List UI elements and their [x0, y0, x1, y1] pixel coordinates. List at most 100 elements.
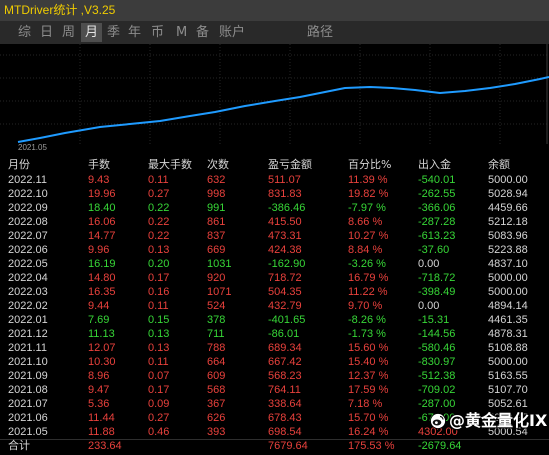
percent-cell: -3.26 % — [348, 258, 386, 270]
cashflow-cell: -398.49 — [418, 286, 456, 298]
header-cashflow[interactable]: 出入金 — [418, 158, 451, 171]
percent-cell: 15.70 % — [348, 412, 389, 424]
month-cell: 2022.01 — [8, 314, 48, 326]
cashflow-cell: -37.60 — [418, 244, 450, 256]
table-row[interactable]: 2022.01 7.69 0.15 378 -401.65 -8.26 % -15.31 44… — [0, 313, 549, 327]
tab-path[interactable]: 路径 — [307, 25, 334, 40]
table-row[interactable]: 2021.09 8.96 0.07 609 568.23 12.37 % -512.38 51… — [0, 369, 549, 383]
percent-cell: -1.73 % — [348, 328, 386, 340]
trade-count-cell: 991 — [207, 202, 226, 214]
tab-magic[interactable]: M — [176, 25, 188, 40]
trade-count-cell: 568 — [207, 384, 226, 396]
tab-summary[interactable]: 综 — [18, 25, 32, 40]
title-bar[interactable]: MTDriver统计 ,V3.25 — [0, 0, 549, 21]
total-label: 合计 — [8, 440, 30, 452]
equity-curve-chart — [0, 44, 549, 144]
table-row[interactable]: 2021.08 9.47 0.17 568 764.11 17.59 % -709.02 51… — [0, 383, 549, 397]
lots-cell: 16.06 — [88, 216, 116, 228]
tab-comment[interactable]: 备 — [196, 25, 210, 40]
header-max-lots[interactable]: 最大手数 — [148, 158, 192, 171]
tab-symbol[interactable]: 币 — [151, 25, 165, 40]
trade-count-cell: 669 — [207, 244, 226, 256]
cashflow-cell: 0.00 — [418, 300, 440, 312]
tab-account[interactable]: 账户 — [219, 25, 246, 40]
max-lots-cell: 0.27 — [148, 412, 170, 424]
header-lots[interactable]: 手数 — [88, 158, 110, 171]
month-cell: 2022.06 — [8, 244, 48, 256]
header-profit[interactable]: 盈亏金额 — [268, 158, 312, 171]
balance-cell: 4894.14 — [488, 300, 528, 312]
tab-yearly[interactable]: 年 — [128, 25, 142, 40]
total-profit: 7679.64 — [268, 440, 308, 452]
tab-daily[interactable]: 日 — [40, 25, 54, 40]
max-lots-cell: 0.11 — [148, 356, 169, 368]
table-row[interactable]: 2022.07 14.77 0.22 837 473.31 10.27 % -613.23 5… — [0, 229, 549, 243]
header-balance[interactable]: 余额 — [488, 158, 510, 171]
percent-cell: 19.82 % — [348, 188, 389, 200]
percent-cell: 15.40 % — [348, 356, 389, 368]
max-lots-cell: 0.13 — [148, 244, 170, 256]
header-month[interactable]: 月份 — [8, 158, 30, 171]
month-cell: 2021.09 — [8, 370, 48, 382]
table-row[interactable]: 2022.09 18.40 0.22 991 -386.46 -7.97 % -366.06… — [0, 201, 549, 215]
percent-cell: -8.26 % — [348, 314, 386, 326]
table-row[interactable]: 2022.04 14.80 0.17 920 718.72 16.79 % -718.72 5… — [0, 271, 549, 285]
percent-cell: 16.79 % — [348, 272, 389, 284]
balance-cell: 5212.18 — [488, 216, 528, 228]
table-row[interactable]: 2022.05 16.19 0.20 1031 -162.90 -3.26 % 0.00 48… — [0, 257, 549, 271]
max-lots-cell: 0.22 — [148, 230, 170, 242]
cashflow-cell: -287.28 — [418, 216, 456, 228]
table-row[interactable]: 2022.03 16.35 0.16 1071 504.35 11.22 % -398.49… — [0, 285, 549, 299]
cashflow-cell: -540.01 — [418, 174, 456, 186]
max-lots-cell: 0.27 — [148, 188, 170, 200]
profit-cell: 473.31 — [268, 230, 302, 242]
cashflow-cell: -15.31 — [418, 314, 450, 326]
watermark: @黄金量化IX — [430, 411, 548, 431]
month-cell: 2021.11 — [8, 342, 47, 354]
trade-count-cell: 393 — [207, 426, 226, 438]
table-row[interactable]: 2022.11 9.43 0.11 632 511.07 11.39 % -540.01 50… — [0, 173, 549, 187]
max-lots-cell: 0.22 — [148, 202, 170, 214]
trade-count-cell: 861 — [207, 216, 226, 228]
table-total-row: 合计 233.64 7679.64 175.53 % -2679.64 — [0, 439, 549, 453]
table-row[interactable]: 2022.10 19.96 0.27 998 831.83 19.82 % -262.55 5… — [0, 187, 549, 201]
chart-start-label: 2021.05 — [18, 143, 47, 152]
table-header: 月份 手数 最大手数 次数 盈亏金额 百分比% 出入金 余额 — [0, 158, 549, 172]
profit-cell: 764.11 — [268, 384, 301, 396]
profit-cell: 831.83 — [268, 188, 302, 200]
lots-cell: 10.30 — [88, 356, 116, 368]
balance-cell: 5223.88 — [488, 244, 528, 256]
percent-cell: 11.39 % — [348, 174, 388, 186]
table-row[interactable]: 2021.12 11.13 0.13 711 -86.01 -1.73 % -144.56 4… — [0, 327, 549, 341]
table-row[interactable]: 2021.11 12.07 0.13 788 689.34 15.60 % -580.46 5… — [0, 341, 549, 355]
window-title: MTDriver统计 ,V3.25 — [4, 3, 116, 17]
cashflow-cell: -262.55 — [418, 188, 456, 200]
profit-cell: 678.43 — [268, 412, 302, 424]
lots-cell: 16.19 — [88, 258, 116, 270]
tab-monthly[interactable]: 月 — [81, 23, 103, 42]
lots-cell: 14.77 — [88, 230, 116, 242]
month-cell: 2021.10 — [8, 356, 48, 368]
profit-cell: 718.72 — [268, 272, 302, 284]
max-lots-cell: 0.16 — [148, 286, 170, 298]
tab-quarterly[interactable]: 季 — [107, 25, 121, 40]
lots-cell: 9.43 — [88, 174, 110, 186]
header-count[interactable]: 次数 — [207, 158, 229, 171]
lots-cell: 14.80 — [88, 272, 116, 284]
balance-cell: 5000.00 — [488, 356, 528, 368]
cashflow-cell: -144.56 — [418, 328, 456, 340]
header-percent[interactable]: 百分比% — [348, 158, 392, 171]
balance-cell: 4837.10 — [488, 258, 528, 270]
table-row[interactable]: 2021.05 11.88 0.46 393 698.54 16.24 % 4302.00 5… — [0, 425, 549, 439]
max-lots-cell: 0.11 — [148, 174, 169, 186]
table-row[interactable]: 2022.02 9.44 0.11 524 432.79 9.70 % 0.00 4894.1… — [0, 299, 549, 313]
trade-count-cell: 998 — [207, 188, 226, 200]
table-row[interactable]: 2021.10 10.30 0.11 664 667.42 15.40 % -830.97 5… — [0, 355, 549, 369]
balance-cell: 5000.97 — [488, 412, 528, 424]
table-row[interactable]: 2022.08 16.06 0.22 861 415.50 8.66 % -287.28 52… — [0, 215, 549, 229]
tab-weekly[interactable]: 周 — [62, 25, 76, 40]
lots-cell: 9.44 — [88, 300, 110, 312]
table-row[interactable]: 2021.07 5.36 0.09 367 338.64 7.18 % -287.00 505… — [0, 397, 549, 411]
month-cell: 2021.12 — [8, 328, 48, 340]
table-row[interactable]: 2022.06 9.96 0.13 669 424.38 8.84 % -37.60 5223… — [0, 243, 549, 257]
